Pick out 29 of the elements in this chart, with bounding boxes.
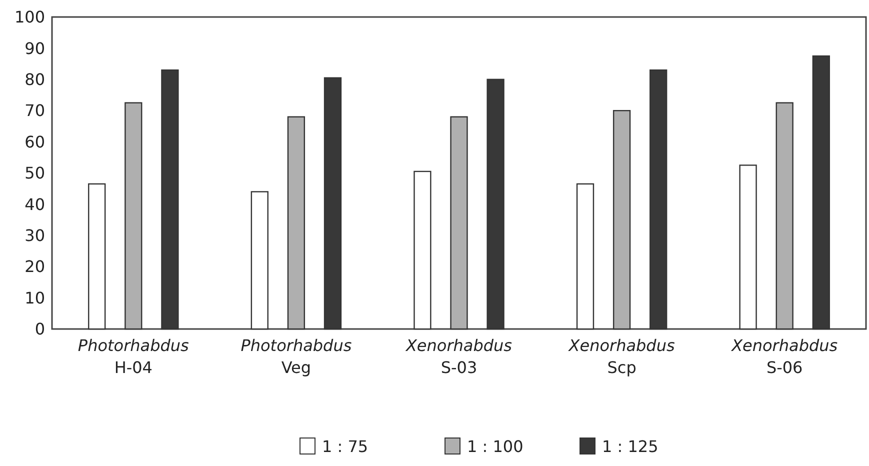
x-tick-label: Photorhabdus Veg xyxy=(240,336,352,377)
bar xyxy=(414,170,432,330)
y-tick-label: 100 xyxy=(14,8,45,27)
y-tick-label: 50 xyxy=(24,164,45,183)
y-tick-label: 20 xyxy=(24,257,45,276)
bar xyxy=(739,164,757,330)
bar xyxy=(776,102,794,330)
bar xyxy=(88,183,106,330)
x-tick-label: Xenorhabdus S-06 xyxy=(730,336,838,377)
bar xyxy=(612,110,631,330)
x-tick-label: Xenorhabdus S-03 xyxy=(404,336,512,377)
y-tick-label: 30 xyxy=(24,226,45,245)
legend-label: 1 : 75 xyxy=(322,437,368,456)
legend-label: 1 : 100 xyxy=(467,437,524,456)
bar xyxy=(450,116,468,330)
y-tick-label: 60 xyxy=(24,132,45,152)
y-tick-label: 70 xyxy=(24,101,45,120)
bar xyxy=(124,102,142,330)
bar xyxy=(250,191,268,330)
y-tick-label: 80 xyxy=(24,70,45,89)
y-tick-label: 90 xyxy=(24,38,45,58)
x-tick-label: Photorhabdus H-04 xyxy=(78,336,189,377)
y-tick-label: 10 xyxy=(24,288,45,308)
bar xyxy=(287,116,306,330)
y-tick-label: 40 xyxy=(24,194,45,214)
legend-label: 1 : 125 xyxy=(602,437,658,456)
bar xyxy=(576,183,594,330)
y-tick-label: 0 xyxy=(34,320,45,339)
x-tick-label: Xenorhabdus Scp xyxy=(568,336,675,377)
